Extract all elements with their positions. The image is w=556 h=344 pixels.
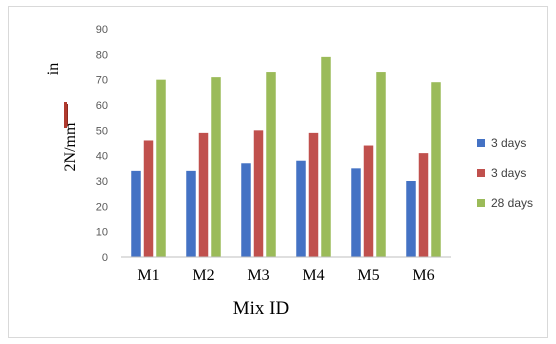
y-tick-label: 0 bbox=[102, 252, 108, 264]
legend-swatch-1 bbox=[477, 139, 485, 147]
y-tick-label: 10 bbox=[96, 227, 108, 239]
bar-m2-series-3 bbox=[211, 77, 221, 257]
x-tick-label-m3: M3 bbox=[247, 267, 269, 284]
y-tick-label: 40 bbox=[96, 151, 108, 163]
y-tick-label: 70 bbox=[96, 75, 108, 87]
y-axis-ticks: 0 10 20 30 40 50 60 70 80 90 bbox=[96, 24, 108, 264]
x-tick-label-m1: M1 bbox=[137, 267, 159, 284]
legend: 3 days 3 days 28 days bbox=[477, 136, 533, 210]
legend-swatch-2 bbox=[477, 169, 485, 177]
y-tick-label: 80 bbox=[96, 49, 108, 61]
x-tick-label-m5: M5 bbox=[357, 267, 379, 284]
bar-m4-series-3 bbox=[321, 56, 331, 257]
chart-container: in 2N/mm 0 10 20 30 40 50 60 70 80 90 M1 M2 M3 M4 M5 M… bbox=[8, 6, 548, 338]
bar-m4-series-1 bbox=[296, 160, 306, 257]
ylabel-artifact-mark bbox=[64, 102, 68, 128]
y-tick-label: 50 bbox=[96, 125, 108, 137]
y-tick-label: 30 bbox=[96, 176, 108, 188]
bar-m4-series-2 bbox=[308, 132, 319, 257]
x-tick-label-m2: M2 bbox=[192, 267, 214, 284]
bar-m6-series-2 bbox=[418, 153, 429, 257]
x-axis-ticks: M1 M2 M3 M4 M5 M6 bbox=[137, 267, 434, 284]
bar-m6-series-3 bbox=[431, 82, 441, 257]
bar-m3-series-2 bbox=[253, 130, 264, 257]
bar-m1-series-1 bbox=[131, 170, 141, 257]
bars-group bbox=[131, 56, 441, 258]
bar-m1-series-2 bbox=[143, 140, 154, 257]
y-axis-label-unit: 2N/mm bbox=[62, 122, 79, 171]
x-tick-label-m4: M4 bbox=[302, 267, 324, 284]
bar-m3-series-1 bbox=[241, 163, 251, 257]
legend-swatch-3 bbox=[477, 199, 485, 207]
bar-m6-series-1 bbox=[406, 181, 416, 257]
bar-m2-series-2 bbox=[198, 132, 209, 257]
legend-label-2: 3 days bbox=[491, 166, 526, 180]
bar-m3-series-3 bbox=[266, 72, 276, 257]
x-tick-label-m6: M6 bbox=[412, 267, 434, 284]
y-axis-label-unit-in: in bbox=[45, 63, 62, 75]
bar-m2-series-1 bbox=[186, 170, 196, 257]
legend-label-3: 28 days bbox=[491, 196, 533, 210]
x-axis-title: Mix ID bbox=[233, 298, 289, 319]
bar-m5-series-3 bbox=[376, 72, 386, 257]
bar-m1-series-3 bbox=[156, 79, 166, 258]
legend-label-1: 3 days bbox=[491, 136, 526, 150]
bar-m5-series-1 bbox=[351, 168, 361, 257]
y-tick-label: 60 bbox=[96, 100, 108, 112]
y-tick-label: 20 bbox=[96, 201, 108, 213]
y-tick-label: 90 bbox=[96, 24, 108, 36]
bar-m5-series-2 bbox=[363, 145, 374, 257]
